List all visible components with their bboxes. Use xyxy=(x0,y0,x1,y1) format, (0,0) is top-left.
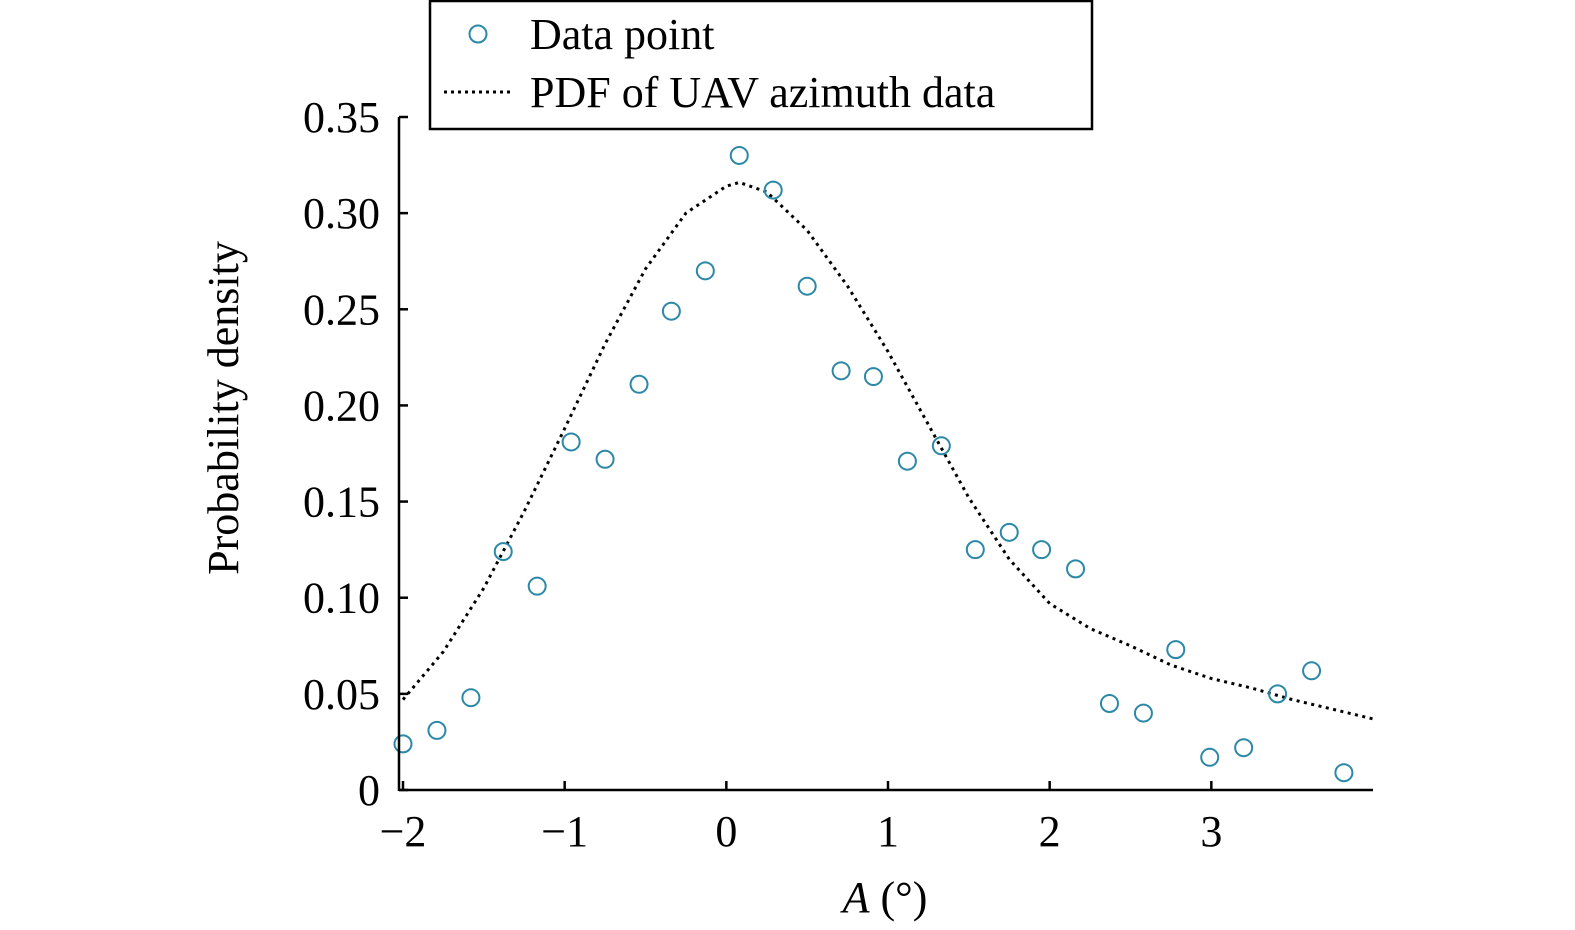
y-tick-label: 0.35 xyxy=(303,93,380,142)
x-tick-label: −1 xyxy=(541,807,588,856)
data-point xyxy=(661,301,681,321)
x-tick-label: −2 xyxy=(380,807,427,856)
data-point xyxy=(999,522,1019,542)
y-tick-label: 0.15 xyxy=(303,478,380,527)
data-point xyxy=(427,720,447,740)
axes: −2 −1 0 1 2 3 0 0.05 0.10 0.15 0.20 0.25 0.30 0.35 xyxy=(303,93,1373,856)
x-axis-variable: A xyxy=(840,873,871,922)
data-point xyxy=(561,432,581,452)
data-point xyxy=(461,688,481,708)
data-point xyxy=(393,734,413,754)
plot-area xyxy=(393,145,1374,783)
legend-label-data-point: Data point xyxy=(530,10,715,59)
x-tick-label: 3 xyxy=(1200,807,1222,856)
data-point xyxy=(797,276,817,296)
legend-box xyxy=(428,0,1094,131)
y-tick-label: 0.05 xyxy=(303,670,380,719)
data-point xyxy=(1166,640,1186,660)
x-axis-label: A (°) xyxy=(840,873,928,922)
data-point xyxy=(1133,703,1153,723)
data-point xyxy=(1032,540,1052,560)
data-point xyxy=(897,451,917,471)
y-tick-label: 0.30 xyxy=(303,189,380,238)
data-point xyxy=(931,436,951,456)
data-point xyxy=(695,261,715,281)
data-point xyxy=(1302,661,1322,681)
data-point xyxy=(863,367,883,387)
x-tick-label: 1 xyxy=(877,807,899,856)
data-point xyxy=(1066,559,1086,579)
pdf-curve xyxy=(401,180,1374,721)
data-point xyxy=(493,542,513,562)
y-tick-label: 0 xyxy=(358,766,380,815)
legend-marker-data-point xyxy=(468,24,488,44)
x-tick-label: 2 xyxy=(1039,807,1061,856)
data-point xyxy=(1234,738,1254,758)
y-tick-label: 0.25 xyxy=(303,285,380,334)
x-tick-label: 0 xyxy=(715,807,737,856)
data-point xyxy=(1268,684,1288,704)
data-point xyxy=(527,576,547,596)
legend-label-pdf: PDF of UAV azimuth data xyxy=(530,68,995,117)
data-point xyxy=(729,145,749,165)
data-point xyxy=(1200,747,1220,767)
x-axis-unit: (°) xyxy=(869,873,927,922)
data-point xyxy=(1099,693,1119,713)
y-tick-label: 0.10 xyxy=(303,574,380,623)
legend: Data point PDF of UAV azimuth data xyxy=(428,0,1094,131)
data-point xyxy=(1334,763,1354,783)
data-point xyxy=(763,180,783,200)
data-point xyxy=(965,540,985,560)
y-tick-label: 0.20 xyxy=(303,381,380,430)
data-point xyxy=(595,449,615,469)
data-point xyxy=(629,374,649,394)
y-axis-label: Probability density xyxy=(199,241,248,575)
data-point xyxy=(831,361,851,381)
